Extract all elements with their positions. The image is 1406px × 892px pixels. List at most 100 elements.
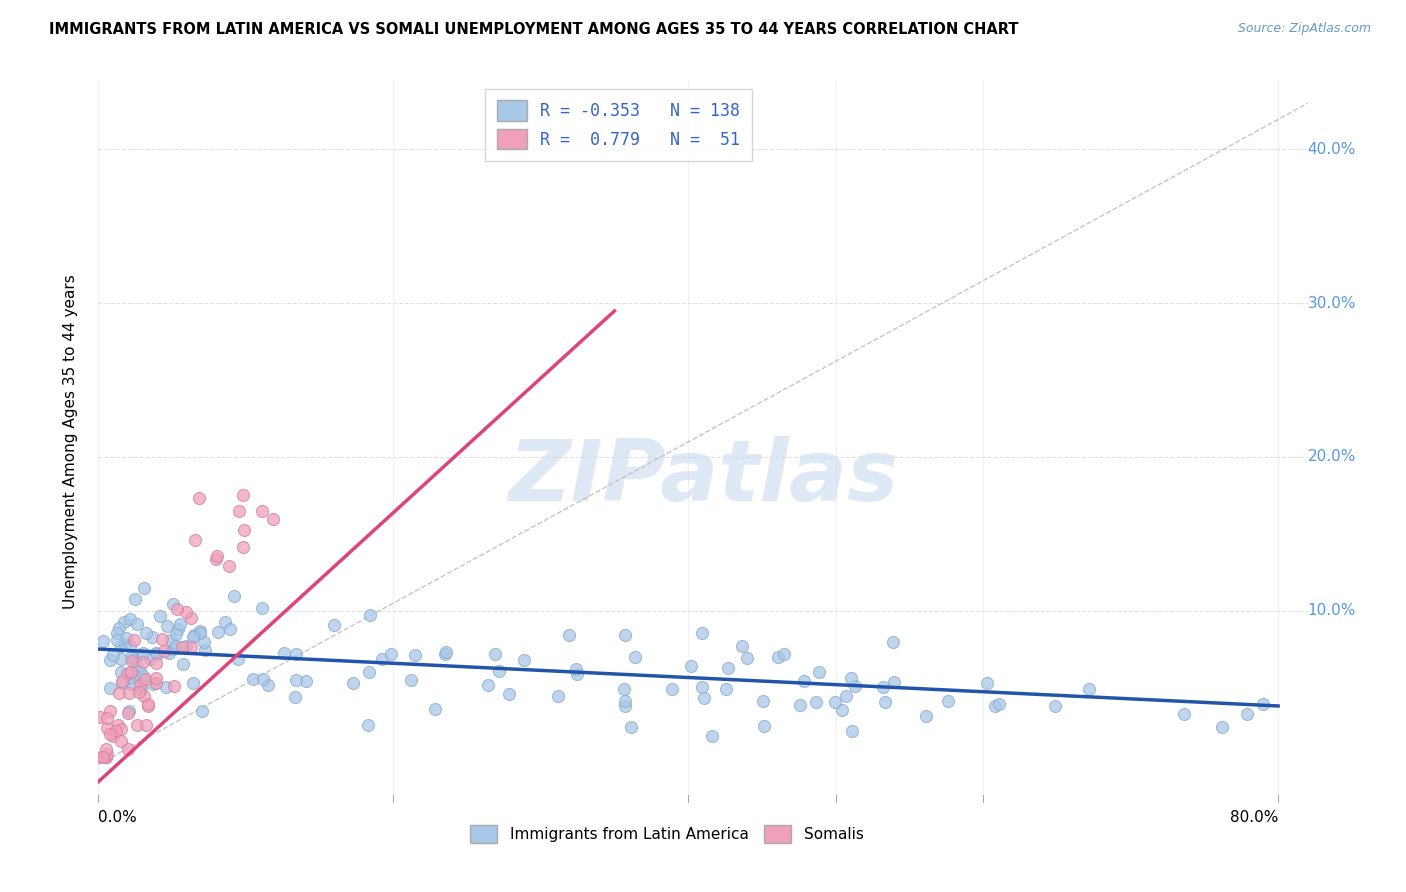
Legend: Immigrants from Latin America, Somalis: Immigrants from Latin America, Somalis: [464, 819, 869, 849]
Point: [165, 639, 187, 653]
Point: [142, 677, 165, 691]
Point: [772, 648, 794, 662]
Point: [124, 669, 146, 683]
Point: [623, 649, 645, 664]
Point: [111, 674, 134, 689]
Point: [228, 504, 250, 518]
Point: [793, 674, 815, 689]
Point: [107, 621, 129, 635]
Point: [488, 665, 510, 679]
Point: [735, 651, 758, 665]
Text: 40.0%: 40.0%: [1308, 142, 1355, 157]
Point: [110, 734, 132, 748]
Point: [1253, 697, 1275, 711]
Point: [690, 680, 713, 694]
Point: [557, 627, 579, 641]
Point: [232, 540, 254, 554]
Point: [125, 657, 148, 671]
Point: [218, 559, 240, 574]
Point: [114, 637, 136, 651]
Point: [117, 706, 139, 721]
Text: 0.0%: 0.0%: [98, 811, 138, 825]
Point: [875, 694, 897, 708]
Point: [262, 512, 284, 526]
Point: [156, 619, 179, 633]
Point: [1043, 698, 1066, 713]
Point: [128, 685, 150, 699]
Point: [121, 676, 143, 690]
Point: [232, 488, 254, 502]
Point: [107, 718, 129, 732]
Point: [174, 639, 197, 653]
Point: [187, 491, 209, 506]
Point: [118, 639, 141, 653]
Point: [127, 717, 149, 731]
Point: [214, 615, 236, 630]
Point: [169, 616, 191, 631]
Point: [117, 742, 139, 756]
Point: [160, 633, 183, 648]
Point: [222, 589, 245, 603]
Point: [132, 669, 155, 683]
Point: [371, 652, 394, 666]
Point: [839, 672, 862, 686]
Point: [359, 607, 381, 622]
Point: [150, 632, 173, 646]
Point: [228, 652, 250, 666]
Point: [162, 597, 184, 611]
Point: [751, 694, 773, 708]
Point: [690, 626, 713, 640]
Point: [138, 652, 160, 666]
Point: [987, 698, 1010, 712]
Point: [128, 664, 150, 678]
Point: [976, 676, 998, 690]
Point: [484, 648, 506, 662]
Point: [132, 581, 155, 595]
Point: [693, 690, 716, 705]
Point: [110, 665, 132, 679]
Point: [357, 665, 380, 680]
Point: [98, 681, 121, 696]
Point: [789, 698, 811, 712]
Point: [138, 698, 160, 713]
Point: [172, 657, 194, 671]
Point: [124, 591, 146, 606]
Point: [425, 701, 447, 715]
Point: [100, 653, 122, 667]
Point: [808, 665, 831, 679]
Point: [513, 653, 536, 667]
Point: [180, 640, 202, 655]
Text: 20.0%: 20.0%: [1308, 450, 1355, 465]
Point: [134, 690, 156, 704]
Text: 30.0%: 30.0%: [1308, 295, 1355, 310]
Point: [613, 694, 636, 708]
Point: [141, 630, 163, 644]
Point: [207, 624, 229, 639]
Point: [702, 729, 724, 743]
Point: [110, 723, 132, 737]
Point: [714, 682, 737, 697]
Point: [153, 643, 176, 657]
Point: [824, 695, 846, 709]
Point: [766, 649, 789, 664]
Point: [404, 648, 426, 663]
Point: [96, 722, 118, 736]
Point: [1173, 707, 1195, 722]
Point: [118, 672, 141, 686]
Point: [257, 678, 280, 692]
Point: [162, 642, 184, 657]
Point: [131, 646, 153, 660]
Point: [1211, 720, 1233, 734]
Point: [613, 681, 636, 696]
Point: [146, 647, 169, 661]
Point: [191, 705, 214, 719]
Point: [252, 672, 274, 686]
Point: [108, 686, 131, 700]
Point: [434, 644, 457, 658]
Point: [841, 724, 863, 739]
Point: [94, 742, 117, 756]
Point: [174, 605, 197, 619]
Point: [117, 685, 139, 699]
Point: [342, 675, 364, 690]
Point: [157, 646, 180, 660]
